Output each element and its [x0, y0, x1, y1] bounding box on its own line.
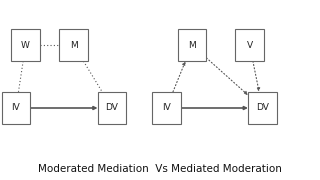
Text: V: V [246, 40, 253, 50]
Text: DV: DV [256, 103, 269, 112]
Text: Moderated Mediation  Vs Mediated Moderation: Moderated Mediation Vs Mediated Moderati… [38, 164, 282, 174]
Text: W: W [21, 40, 30, 50]
Text: M: M [70, 40, 77, 50]
FancyBboxPatch shape [178, 29, 206, 61]
Text: IV: IV [162, 103, 171, 112]
FancyBboxPatch shape [248, 92, 277, 124]
FancyBboxPatch shape [98, 92, 126, 124]
Text: M: M [188, 40, 196, 50]
FancyBboxPatch shape [235, 29, 264, 61]
FancyBboxPatch shape [59, 29, 88, 61]
Text: IV: IV [12, 103, 20, 112]
FancyBboxPatch shape [2, 92, 30, 124]
Text: DV: DV [106, 103, 118, 112]
FancyBboxPatch shape [11, 29, 40, 61]
FancyBboxPatch shape [152, 92, 181, 124]
